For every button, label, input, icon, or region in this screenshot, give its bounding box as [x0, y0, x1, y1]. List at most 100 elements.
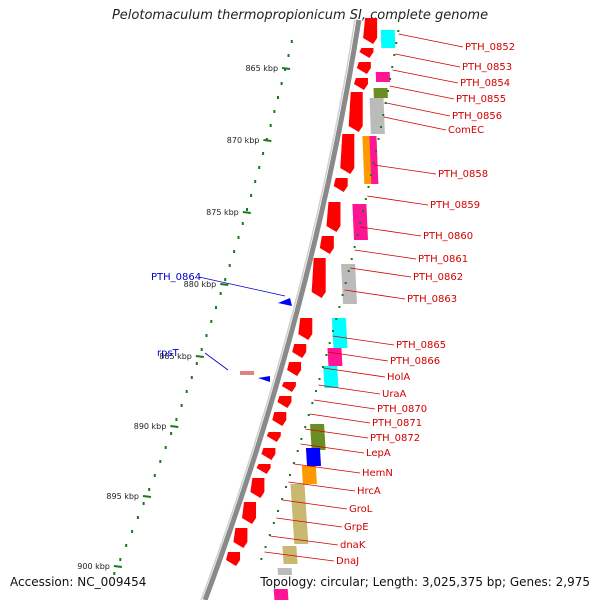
inner-dot: [264, 546, 267, 548]
outer-dot: [119, 558, 122, 561]
kbp-tick-mark: [263, 139, 272, 142]
label-leader: [276, 517, 343, 528]
gene-label: PTH_0853: [462, 62, 512, 73]
outer-dot: [153, 474, 156, 477]
cds-arrow: [326, 202, 341, 232]
inner-dot: [296, 450, 299, 452]
gene-label: LepA: [366, 448, 391, 459]
cds-arrow: [319, 236, 334, 254]
map-title: Pelotomaculum thermopropionicum SI, comp…: [111, 8, 489, 23]
label-leader: [367, 195, 429, 206]
outer-dot: [180, 404, 183, 407]
label-leader: [398, 33, 464, 48]
outer-dot: [195, 362, 198, 365]
outer-dot: [287, 54, 290, 57]
kbp-tick-label: 900 kbp: [77, 562, 110, 571]
gene-label: PTH_0860: [423, 231, 473, 242]
cds-arrow: [348, 92, 363, 132]
outer-dot: [148, 488, 151, 491]
label-leader: [389, 85, 455, 100]
inner-dot: [315, 390, 317, 392]
inner-dot: [350, 258, 353, 260]
cds-arrow: [292, 344, 307, 358]
genome-summary: Topology: circular; Length: 3,025,375 bp…: [258, 575, 592, 589]
cds-arrow: [340, 134, 355, 174]
outer-dot: [175, 418, 178, 421]
inner-dot: [335, 318, 338, 320]
inner-dot: [272, 522, 275, 524]
label-leader: [373, 164, 437, 175]
inner-dot: [322, 366, 324, 368]
kbp-tick-label: 875 kbp: [206, 208, 239, 217]
inner-dot: [391, 66, 394, 68]
cds-arrow: [261, 448, 276, 460]
label-leader: [386, 102, 451, 117]
gene-label: PTH_0871: [372, 418, 422, 429]
outer-dot: [215, 306, 217, 309]
outer-dot: [250, 194, 253, 197]
outer-dot: [262, 152, 265, 155]
kbp-tick-label: 890 kbp: [134, 422, 167, 431]
feature-block: [369, 136, 379, 184]
backbone-inner-line: [200, 19, 356, 600]
genome-backbone: [200, 19, 362, 600]
inner-dot: [347, 270, 350, 272]
gene-label: PTH_0858: [438, 169, 488, 180]
kbp-tick-label: 885 kbp: [159, 352, 192, 361]
gene-label: PTH_0862: [413, 272, 463, 283]
label-leaders: [198, 33, 464, 562]
gene-label: PTH_0859: [430, 200, 480, 211]
outer-dot: [185, 390, 188, 393]
kbp-tick-mark: [142, 495, 152, 498]
label-leader: [392, 69, 459, 84]
label-leader: [270, 535, 339, 546]
label-leader: [313, 399, 376, 410]
cds-arrow: [356, 62, 371, 74]
feature-block: [301, 466, 317, 484]
kbp-tick-mark: [220, 283, 229, 286]
gene-label: PTH_0865: [396, 340, 446, 351]
inner-dot: [364, 198, 367, 200]
kbp-tick-mark: [113, 565, 123, 568]
gene-label-left: PTH_0864: [151, 272, 201, 283]
label-leader: [360, 226, 422, 237]
gene-label: DnaJ: [336, 556, 359, 567]
kbp-tick-label: 865 kbp: [245, 64, 278, 73]
feature-block: [331, 318, 348, 348]
outer-dot: [219, 292, 222, 295]
inner-dot: [344, 282, 347, 284]
cds-arrow: [266, 432, 281, 442]
gene-label: GrpE: [344, 522, 369, 533]
outer-dot: [200, 348, 203, 351]
kbp-ticks: 865 kbp 870 kbp 875 kbp 880 kbp 885 kbp 890 k…: [77, 64, 291, 571]
outer-dot: [290, 40, 293, 43]
cds-arrow: [359, 48, 374, 58]
feature-block: [373, 88, 388, 98]
feature-rpst: [258, 376, 270, 382]
feature-block: [380, 30, 396, 48]
inner-dot-track: [260, 30, 400, 560]
inner-dot: [325, 354, 328, 356]
cds-arrow: [363, 18, 378, 44]
outer-dot: [136, 516, 139, 519]
inner-dot: [304, 426, 307, 428]
gene-labels: PTH_0852 PTH_0853 PTH_0854 PTH_0855 PTH_0856…: [151, 42, 515, 567]
cds-arrow: [226, 552, 241, 566]
gene-label: PTH_0854: [460, 78, 510, 89]
inner-dot: [307, 414, 310, 416]
gene-label: dnaK: [340, 540, 366, 551]
feature-block: [327, 348, 343, 366]
outer-dot: [170, 432, 173, 435]
outer-dot: [210, 320, 213, 323]
outer-dot: [237, 236, 240, 239]
feature-rpst-bar: [240, 371, 254, 375]
feature-pth0864: [278, 298, 292, 306]
kbp-tick-mark: [170, 425, 179, 428]
inner-dot: [318, 378, 321, 380]
gene-label: PTH_0852: [465, 42, 515, 53]
label-leader: [318, 384, 381, 395]
inner-dot: [277, 510, 279, 512]
inner-dot: [356, 234, 359, 236]
cds-arrow: [287, 362, 302, 376]
outer-dot: [190, 376, 193, 379]
